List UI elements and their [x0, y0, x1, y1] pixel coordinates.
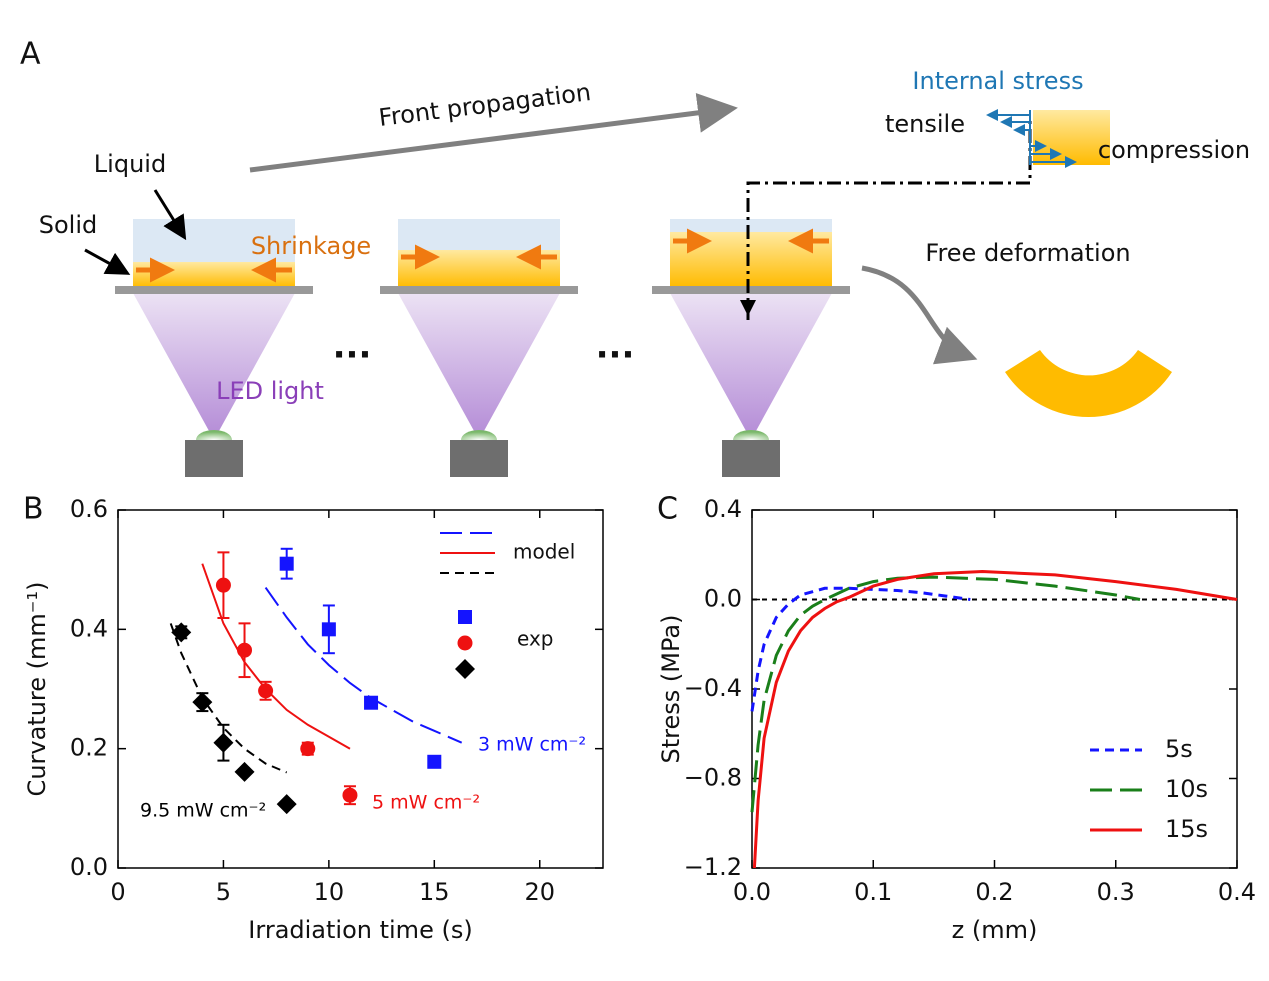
x-tick-label: 0.0 — [733, 878, 771, 906]
light-cone — [670, 293, 832, 440]
free-label: Free deformation — [925, 239, 1130, 267]
panel-label: C — [657, 492, 678, 527]
x-axis-label: Irradiation time (s) — [248, 916, 472, 944]
plot-frame — [117, 509, 604, 869]
legend-label: 5s — [1165, 735, 1193, 763]
y-tick-label: 0.4 — [704, 495, 742, 523]
deformed-shape — [1005, 350, 1172, 417]
led-label: LED light — [216, 377, 324, 405]
series-label: 5 mW cm⁻² — [372, 792, 480, 814]
stress-block — [1033, 110, 1110, 165]
stress-label: Internal stress — [912, 67, 1083, 95]
x-tick-label: 10 — [314, 878, 345, 906]
line — [750, 575, 1141, 813]
section-line — [746, 120, 1032, 320]
liquid — [133, 219, 295, 262]
substrate — [652, 286, 850, 294]
y-axis-label: Stress (MPa) — [657, 615, 685, 764]
led — [722, 440, 780, 477]
point — [213, 732, 234, 753]
led-dome — [733, 430, 769, 440]
point — [300, 741, 316, 757]
x-tick-label: 5 — [216, 878, 231, 906]
legend-marker — [458, 610, 472, 624]
line — [750, 586, 971, 712]
led — [185, 440, 243, 477]
solid-label: Solid — [39, 211, 98, 239]
liquid-label: Liquid — [94, 150, 166, 178]
point — [427, 754, 442, 769]
x-tick-label: 0.4 — [1218, 878, 1256, 906]
ellipsis: ... — [596, 327, 635, 367]
point — [279, 556, 294, 571]
legend-label: 15s — [1165, 815, 1208, 843]
point — [237, 642, 253, 658]
y-axis-label: Curvature (mm⁻¹) — [23, 582, 51, 797]
model-line — [264, 587, 463, 744]
solid-pointer — [84, 248, 131, 275]
point — [258, 683, 274, 699]
front-arrow — [249, 92, 738, 173]
point — [234, 761, 255, 782]
deform-arrow — [861, 265, 978, 365]
x-axis-label: z (mm) — [952, 916, 1038, 944]
liquid — [398, 219, 560, 250]
light-cone — [133, 293, 295, 440]
model-line — [201, 563, 351, 750]
x-tick-label: 15 — [419, 878, 450, 906]
ellipsis: ... — [333, 327, 372, 367]
shrinkage-label: Shrinkage — [251, 232, 371, 260]
model-line — [169, 623, 288, 774]
solid — [133, 262, 295, 287]
point — [171, 622, 192, 643]
y-tick-label: 0.4 — [70, 614, 108, 642]
legend-label: exp — [517, 627, 553, 651]
point — [215, 577, 231, 593]
x-tick-label: 0.2 — [975, 878, 1013, 906]
point — [276, 794, 297, 815]
y-tick-label: 0.6 — [70, 495, 108, 523]
line — [752, 569, 1238, 869]
series-label: 9.5 mW cm⁻² — [140, 800, 266, 822]
y-tick-label: −1.2 — [684, 853, 742, 881]
led-dome — [196, 430, 232, 440]
tensile-label: tensile — [885, 110, 965, 138]
point — [364, 695, 379, 710]
led-dome — [461, 430, 497, 440]
substrate — [380, 286, 578, 294]
series-label: 3 mW cm⁻² — [478, 734, 586, 756]
liquid-pointer — [153, 189, 187, 241]
led — [450, 440, 508, 477]
x-tick-label: 0.1 — [854, 878, 892, 906]
panel-label: B — [23, 492, 44, 527]
front-label: Front propagation — [377, 78, 592, 132]
point — [192, 692, 213, 713]
chart-b: B 0 5 10 15 20 0.0 0.2 0.4 0.6 Irradiation time (s… — [23, 492, 604, 944]
legend-label: model — [513, 540, 575, 564]
substrate — [115, 286, 313, 294]
y-tick-label: 0.0 — [70, 853, 108, 881]
y-tick-label: 0.2 — [70, 734, 108, 762]
liquid — [670, 219, 832, 232]
y-tick-label: −0.8 — [684, 764, 742, 792]
legend-marker — [457, 635, 473, 651]
y-tick-label: −0.4 — [684, 674, 742, 702]
legend-label: 10s — [1165, 775, 1208, 803]
chart-c: C 0.0 0.1 0.2 0.3 0.4 −1.2 −0.8 −0.4 0.0 0.4 z (mm)… — [657, 492, 1256, 945]
light-cone — [398, 293, 560, 440]
point — [342, 787, 358, 803]
x-tick-label: 0 — [110, 878, 125, 906]
x-tick-label: 0.3 — [1097, 878, 1135, 906]
point — [321, 622, 336, 637]
panel-a: A Front propagation — [20, 37, 1250, 477]
panel-label: A — [20, 37, 41, 72]
y-tick-label: 0.0 — [704, 585, 742, 613]
legend-marker — [455, 659, 475, 679]
compression-label: compression — [1098, 136, 1250, 164]
x-tick-label: 20 — [524, 878, 555, 906]
